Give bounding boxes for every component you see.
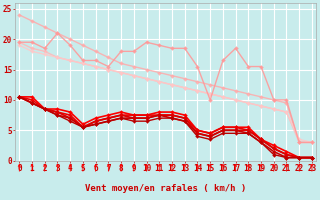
- X-axis label: Vent moyen/en rafales ( km/h ): Vent moyen/en rafales ( km/h ): [85, 184, 246, 193]
